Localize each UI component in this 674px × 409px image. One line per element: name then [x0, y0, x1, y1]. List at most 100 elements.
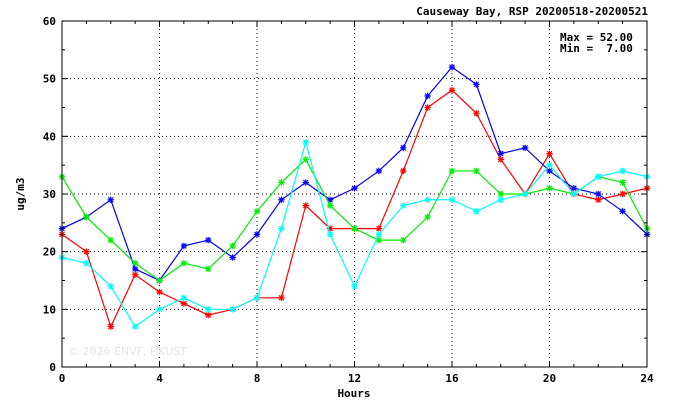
- y-tick-label: 0: [49, 361, 56, 374]
- x-tick-label: 0: [59, 372, 66, 385]
- data-point: [546, 161, 553, 169]
- data-point: [473, 208, 480, 215]
- data-point: [278, 179, 285, 186]
- data-point: [302, 179, 309, 186]
- data-point: [107, 283, 114, 290]
- data-point: [546, 185, 553, 192]
- series-layer: [58, 63, 651, 330]
- data-point: [546, 167, 553, 175]
- data-point: [156, 288, 163, 296]
- series-3: [58, 156, 651, 284]
- data-point: [302, 202, 309, 209]
- data-point: [131, 271, 139, 278]
- data-point: [253, 294, 261, 301]
- data-point: [83, 248, 90, 255]
- data-point: [205, 311, 212, 319]
- data-point: [619, 179, 626, 186]
- data-point: [107, 323, 114, 330]
- data-point: [180, 300, 188, 307]
- data-point: [131, 260, 139, 267]
- data-point: [400, 236, 407, 244]
- data-point: [131, 265, 139, 273]
- data-point: [180, 294, 188, 301]
- data-point: [400, 144, 407, 152]
- data-point: [595, 196, 602, 203]
- data-point: [375, 167, 383, 175]
- data-point: [619, 190, 626, 198]
- data-point: [448, 196, 456, 203]
- y-tick-label: 10: [43, 303, 56, 316]
- data-point: [351, 185, 358, 192]
- data-point: [278, 225, 285, 232]
- grid-lines: [62, 21, 647, 367]
- data-point: [619, 167, 626, 175]
- data-point: [229, 242, 236, 250]
- data-point: [278, 196, 285, 203]
- data-point: [448, 63, 456, 71]
- data-point: [229, 254, 236, 261]
- data-point: [570, 190, 578, 198]
- x-tick-label: 20: [543, 372, 556, 385]
- data-point: [473, 110, 480, 117]
- y-tick-label: 60: [43, 15, 56, 28]
- data-point: [156, 277, 163, 284]
- data-point: [351, 225, 358, 232]
- data-point: [521, 144, 529, 152]
- stat-min: Min = 7.00: [560, 42, 633, 55]
- data-point: [302, 138, 309, 146]
- x-tick-label: 4: [156, 372, 163, 385]
- data-point: [473, 81, 480, 88]
- data-point: [424, 104, 431, 111]
- data-point: [180, 260, 188, 267]
- data-point: [156, 306, 163, 313]
- data-point: [180, 242, 188, 250]
- data-point: [473, 167, 480, 175]
- data-point: [448, 167, 456, 175]
- data-point: [400, 167, 407, 175]
- watermark: © 2026 ENVF, HKUST: [68, 345, 187, 358]
- axis-ticks: 0 4 8 12 16 20 24 0 10 20 30 40 50 60: [43, 15, 654, 385]
- data-point: [497, 190, 504, 198]
- x-tick-label: 16: [445, 372, 459, 385]
- data-point: [326, 202, 334, 209]
- data-point: [107, 236, 114, 244]
- data-point: [424, 213, 431, 221]
- data-point: [375, 231, 383, 238]
- data-point: [424, 92, 431, 100]
- data-point: [107, 196, 114, 203]
- data-point: [448, 87, 456, 94]
- y-tick-label: 40: [43, 130, 56, 143]
- data-point: [497, 196, 504, 203]
- y-tick-label: 50: [43, 73, 56, 86]
- data-point: [131, 323, 139, 330]
- data-point: [570, 185, 578, 192]
- data-point: [497, 156, 504, 163]
- data-point: [521, 190, 529, 198]
- data-point: [205, 306, 212, 313]
- data-point: [278, 294, 285, 301]
- data-point: [424, 196, 431, 203]
- data-point: [205, 236, 212, 244]
- x-tick-label: 24: [640, 372, 654, 385]
- data-point: [351, 283, 358, 290]
- data-point: [619, 208, 626, 215]
- data-point: [595, 190, 602, 198]
- data-point: [302, 156, 309, 163]
- data-point: [595, 173, 602, 180]
- x-tick-label: 12: [348, 372, 361, 385]
- y-tick-label: 30: [43, 188, 56, 201]
- x-tick-label: 8: [254, 372, 261, 385]
- data-point: [253, 231, 261, 238]
- data-point: [83, 260, 90, 267]
- data-point: [546, 150, 553, 157]
- data-point: [205, 265, 212, 273]
- chart-title: Causeway Bay, RSP 20200518-20200521: [416, 5, 648, 18]
- data-point: [400, 202, 407, 209]
- stat-max: Max = 52.00: [560, 31, 633, 44]
- data-point: [253, 208, 261, 215]
- y-axis-label: ug/m3: [14, 177, 27, 210]
- data-point: [83, 213, 90, 221]
- data-point: [229, 306, 236, 313]
- data-point: [497, 150, 504, 157]
